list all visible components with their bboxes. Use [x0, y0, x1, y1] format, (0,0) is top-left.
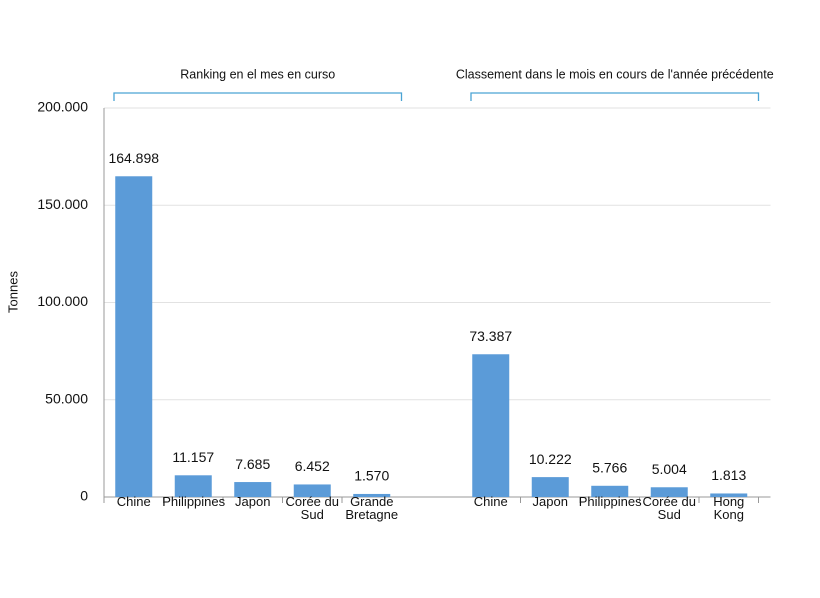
x-tick-label: Chine — [116, 494, 151, 509]
x-tick-label: Japon — [235, 494, 271, 509]
value-label: 1.570 — [354, 468, 389, 484]
y-tick-label: 0 — [80, 488, 88, 504]
group-label: Ranking en el mes en curso — [180, 67, 335, 81]
y-tick-label: 100.000 — [37, 293, 88, 309]
value-label: 11.157 — [172, 449, 214, 465]
x-tick-label: Corée du Sud — [642, 494, 696, 522]
value-label: 6.452 — [295, 458, 330, 474]
value-label: 10.222 — [529, 451, 572, 467]
bar — [650, 487, 688, 497]
y-axis-label: Tonnes — [5, 271, 20, 313]
bar — [353, 493, 391, 497]
value-label: 1.813 — [711, 467, 746, 483]
x-tick-label: Grande Bretagne — [345, 494, 399, 522]
x-tick-label: Philippines — [578, 494, 642, 509]
value-label: 7.685 — [235, 456, 270, 472]
x-tick-label: Chine — [473, 494, 508, 509]
x-tick-label: Philippines — [162, 494, 226, 509]
y-tick-label: 50.000 — [45, 390, 88, 406]
x-tick-label: Japon — [532, 494, 568, 509]
value-label: 5.766 — [592, 459, 627, 475]
bar — [531, 477, 569, 497]
x-tick-label: Corée du Sud — [285, 494, 339, 522]
bar — [472, 354, 510, 497]
group-label: Classement dans le mois en cours de l'an… — [456, 67, 774, 81]
bar — [293, 484, 331, 497]
value-label: 5.004 — [652, 461, 687, 477]
bar — [234, 482, 272, 497]
x-tick-label: Hong Kong — [713, 494, 745, 522]
bar — [710, 493, 748, 497]
value-label: 73.387 — [469, 328, 512, 344]
bar — [174, 475, 212, 497]
value-label: 164.898 — [108, 150, 159, 166]
group-bracket — [470, 92, 760, 101]
bar — [591, 485, 629, 497]
bar — [115, 176, 153, 498]
y-tick-label: 150.000 — [37, 196, 88, 212]
y-tick-label: 200.000 — [37, 99, 88, 115]
group-bracket — [113, 92, 403, 101]
